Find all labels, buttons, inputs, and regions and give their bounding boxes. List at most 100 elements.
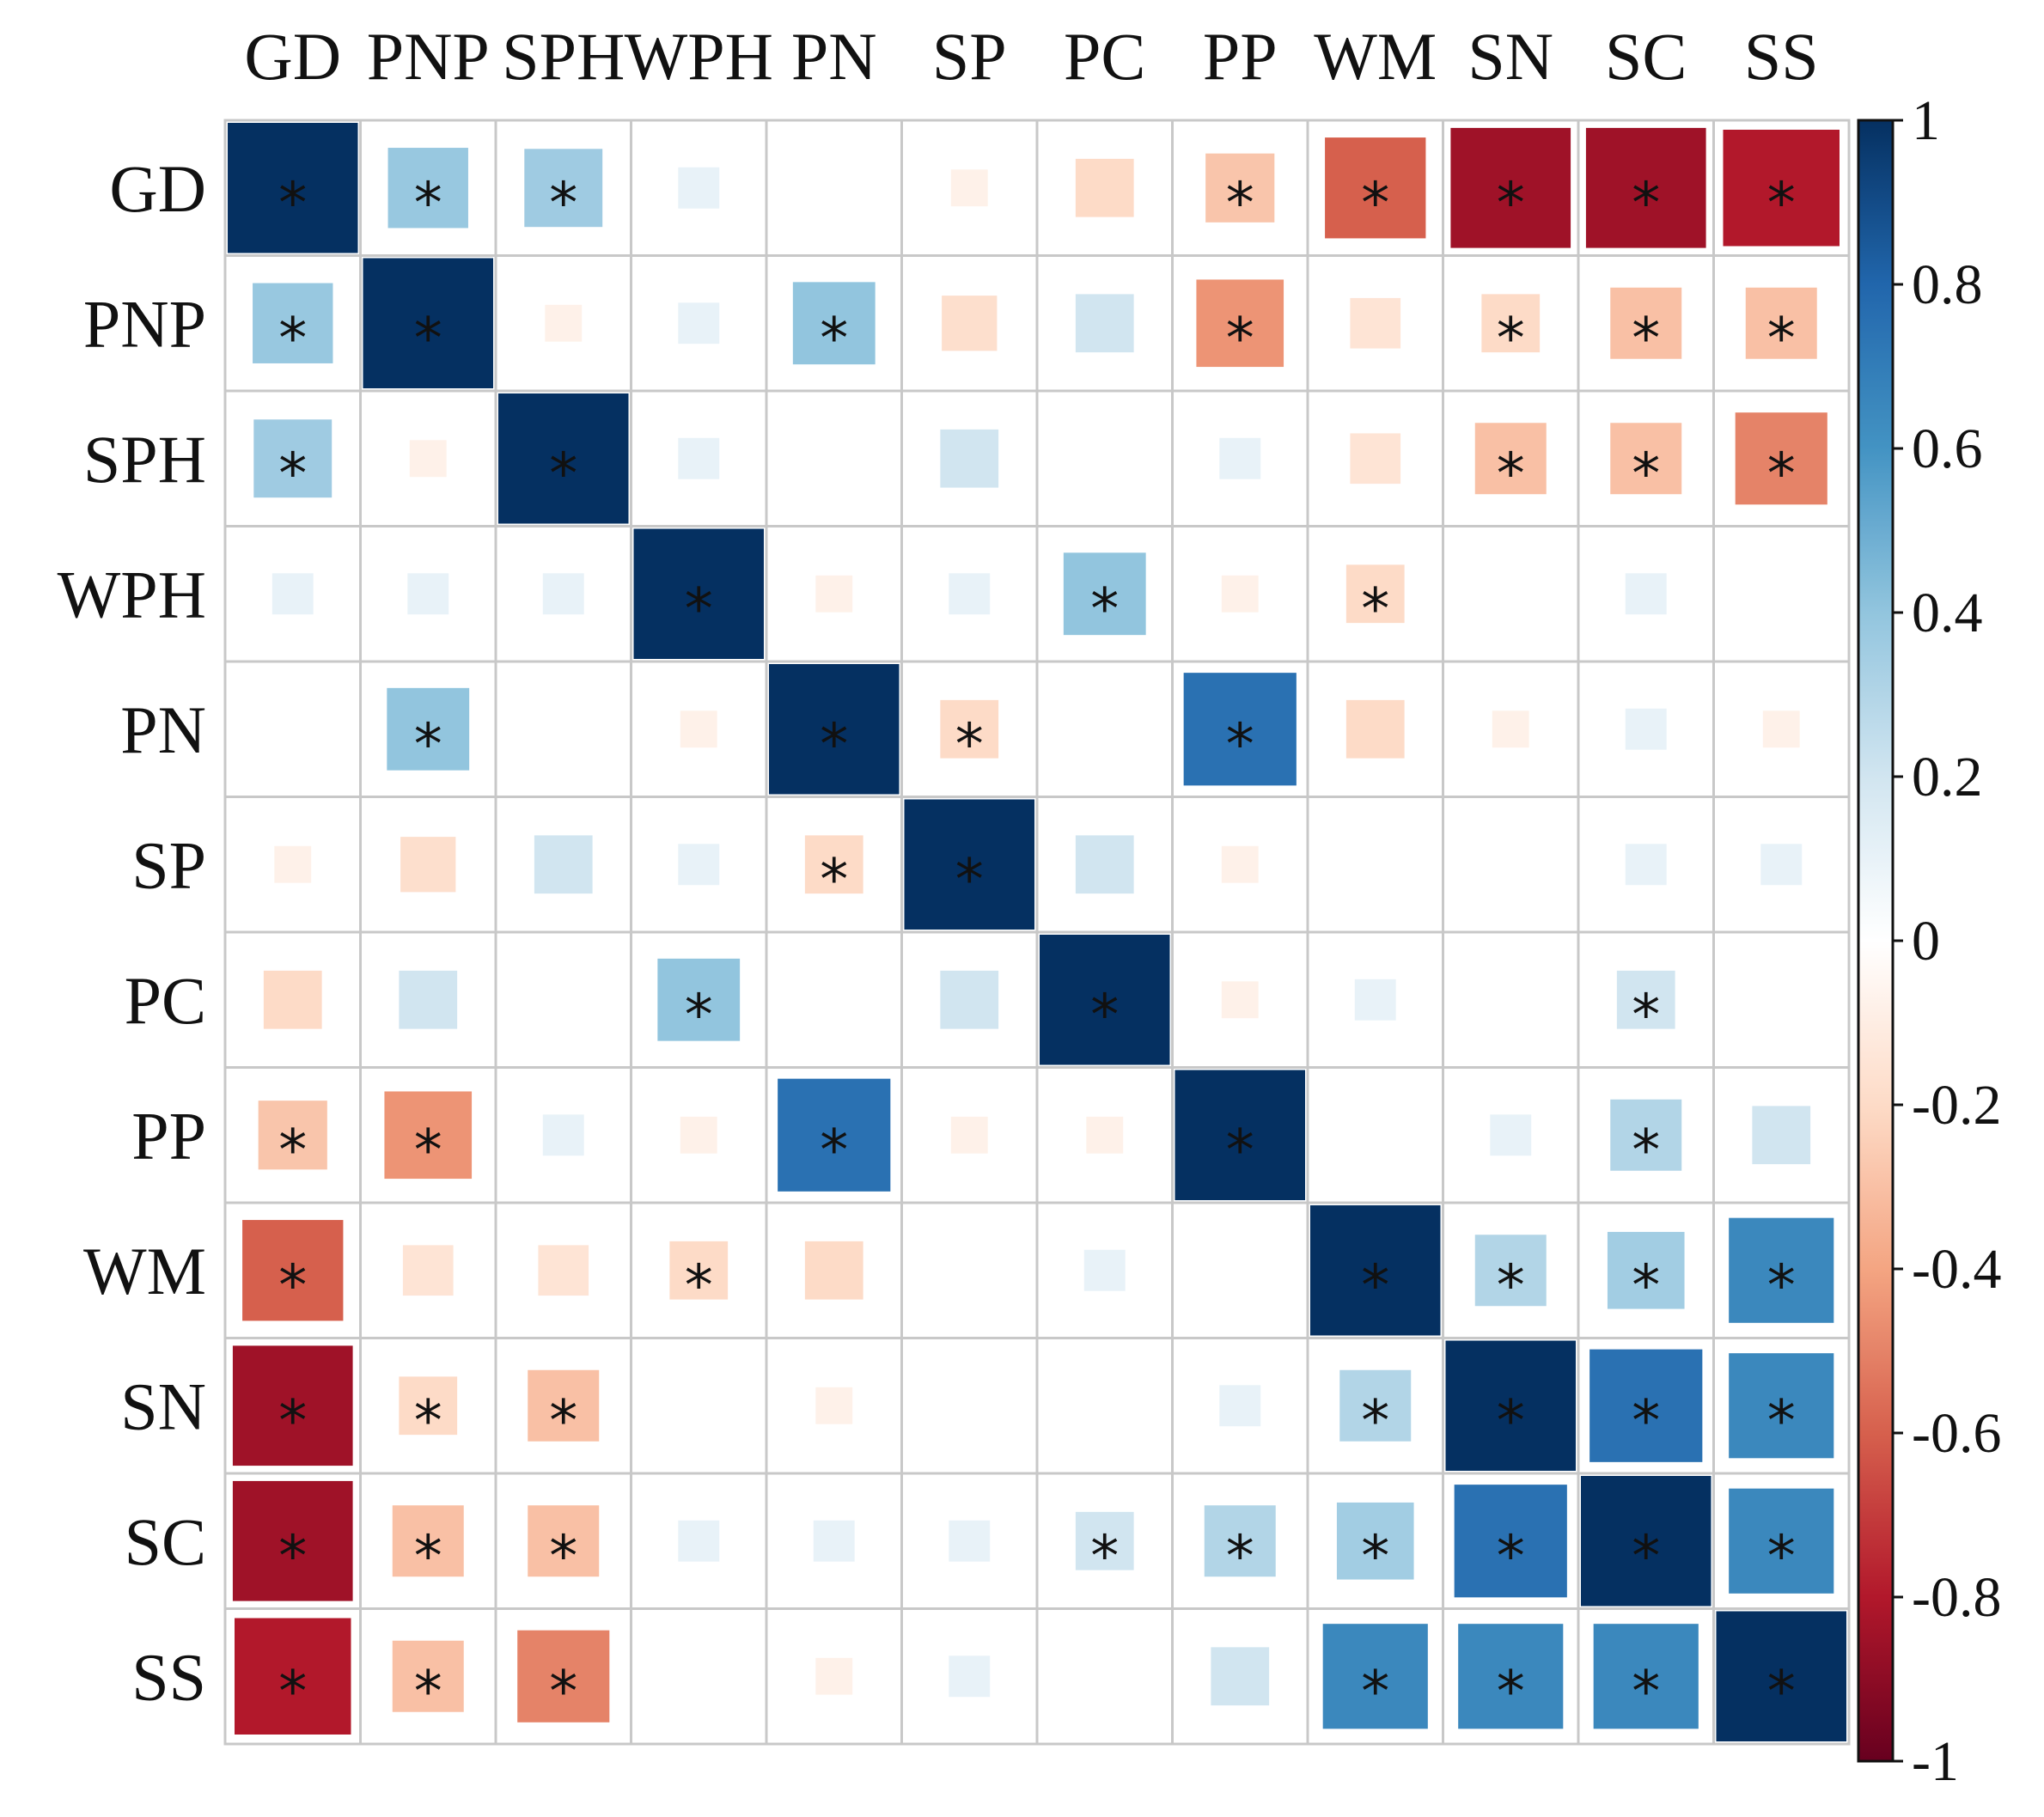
cell-sp-pp [1221, 845, 1259, 883]
cell-sn-wm [1339, 1369, 1412, 1442]
colorbar-tick-label: -0.8 [1912, 1566, 2001, 1629]
significance-marker: * [1632, 1117, 1660, 1183]
significance-marker: * [278, 441, 307, 507]
cell-pn-sc [1625, 708, 1667, 750]
column-label-sph: SPH [502, 19, 625, 94]
significance-marker: * [414, 711, 442, 777]
cell-pp-pp [1175, 1070, 1305, 1200]
significance-marker: * [1767, 1658, 1796, 1724]
cell-wm-sn [1474, 1235, 1547, 1307]
cell-sp-wph [678, 844, 720, 886]
significance-marker: * [414, 305, 442, 371]
cell-ss-ss [1716, 1611, 1846, 1741]
cell-gd-sc [1585, 127, 1706, 248]
cell-sc-ss [1729, 1488, 1834, 1594]
colorbar-tick-label: 0.2 [1912, 746, 1983, 808]
significance-marker: * [955, 846, 984, 912]
significance-marker: * [1497, 1253, 1525, 1319]
cell-pc-sp [940, 970, 999, 1029]
significance-marker: * [820, 1117, 848, 1183]
cell-sc-sph [528, 1505, 600, 1577]
cell-pnp-sph [545, 304, 583, 342]
colorbar-tick-label: -0.4 [1912, 1238, 2001, 1301]
significance-marker: * [1497, 305, 1525, 371]
column-label-sn: SN [1467, 19, 1553, 94]
row-label-ss: SS [131, 1639, 206, 1714]
cell-wph-pp [1221, 575, 1259, 613]
cell-sph-ss [1735, 412, 1827, 505]
cell-gd-sn [1450, 127, 1571, 248]
cell-pp-gd [258, 1101, 327, 1170]
column-label-ss: SS [1744, 19, 1819, 94]
significance-marker: * [1226, 1523, 1254, 1589]
cell-sp-pn [804, 835, 863, 894]
significance-marker: * [1361, 1523, 1389, 1589]
row-label-gd: GD [109, 151, 206, 226]
significance-marker: * [549, 441, 577, 507]
cell-sp-sph [534, 835, 593, 894]
cell-sn-sn [1445, 1340, 1576, 1471]
significance-marker: * [1361, 1658, 1389, 1724]
significance-marker: * [549, 1658, 577, 1724]
significance-marker: * [1090, 576, 1119, 642]
colorbar-tick-label: -1 [1912, 1730, 1959, 1793]
significance-marker: * [1361, 576, 1389, 642]
significance-marker: * [414, 1387, 442, 1454]
significance-marker: * [1497, 441, 1525, 507]
cell-pnp-pn [792, 282, 876, 365]
column-label-pn: PN [791, 19, 877, 94]
cell-sc-wph [678, 1520, 720, 1562]
cell-sph-pp [1219, 437, 1261, 479]
cell-sph-pnp [409, 440, 447, 478]
significance-marker: * [414, 1523, 442, 1589]
significance-marker: * [1767, 441, 1796, 507]
cell-wm-sc [1607, 1231, 1685, 1309]
significance-marker: * [1632, 1523, 1660, 1589]
cell-pp-pnp [384, 1091, 473, 1180]
cell-pnp-sn [1481, 294, 1541, 353]
significance-marker: * [1632, 441, 1660, 507]
significance-marker: * [1497, 170, 1525, 236]
cell-pn-ss [1762, 710, 1800, 748]
significance-marker: * [1632, 1387, 1660, 1454]
cell-sc-gd [232, 1480, 353, 1601]
cell-ss-pp [1211, 1647, 1270, 1706]
cell-gd-pnp [387, 148, 468, 229]
column-label-pp: PP [1203, 19, 1278, 94]
significance-marker: * [1226, 711, 1254, 777]
colorbar-ticks: 1 0.8 0.6 0.4 0.2 0 -0.2 -0.4 -0.6 -0.8 -1 [1893, 89, 2001, 1793]
column-label-wm: WM [1314, 19, 1437, 94]
cell-sph-sph [498, 393, 629, 524]
cell-pc-pp [1221, 981, 1259, 1019]
significance-marker: * [414, 1117, 442, 1183]
cell-sph-gd [253, 419, 333, 498]
cell-pp-sc [1610, 1099, 1682, 1171]
cell-pp-ss [1752, 1106, 1811, 1165]
row-label-sc: SC [125, 1504, 206, 1579]
cell-sph-sp [940, 429, 999, 488]
column-label-gd: GD [244, 19, 341, 94]
significance-marker: * [820, 846, 848, 912]
significance-marker: * [1767, 305, 1796, 371]
cell-ss-sp [949, 1655, 991, 1698]
row-label-wph: WPH [58, 557, 206, 631]
column-labels: GD PNP SPH WPH PN SP PC PP WM SN SC SS [244, 19, 1818, 94]
cell-ss-wm [1322, 1624, 1428, 1729]
cell-sp-gd [274, 845, 312, 883]
cell-pc-wph [657, 958, 741, 1041]
cell-sc-sp [949, 1520, 991, 1562]
cell-wph-sp [949, 573, 991, 615]
grid [223, 119, 1851, 1746]
cell-pn-sp [940, 699, 999, 759]
cell-gd-ss [1723, 129, 1840, 247]
cells: * * * * * * * * * * * * * * * * * * * * * * * * * * * * * * * * * * * * * * * *… [228, 123, 1846, 1741]
significance-marker: * [1226, 305, 1254, 371]
row-label-pc: PC [125, 963, 206, 1038]
cell-wm-sph [538, 1245, 589, 1296]
significance-marker: * [1497, 1387, 1525, 1454]
cell-wph-sph [542, 573, 584, 615]
significance-marker: * [1767, 170, 1796, 236]
cell-gd-gd [228, 123, 358, 253]
significance-marker: * [1767, 1387, 1796, 1454]
